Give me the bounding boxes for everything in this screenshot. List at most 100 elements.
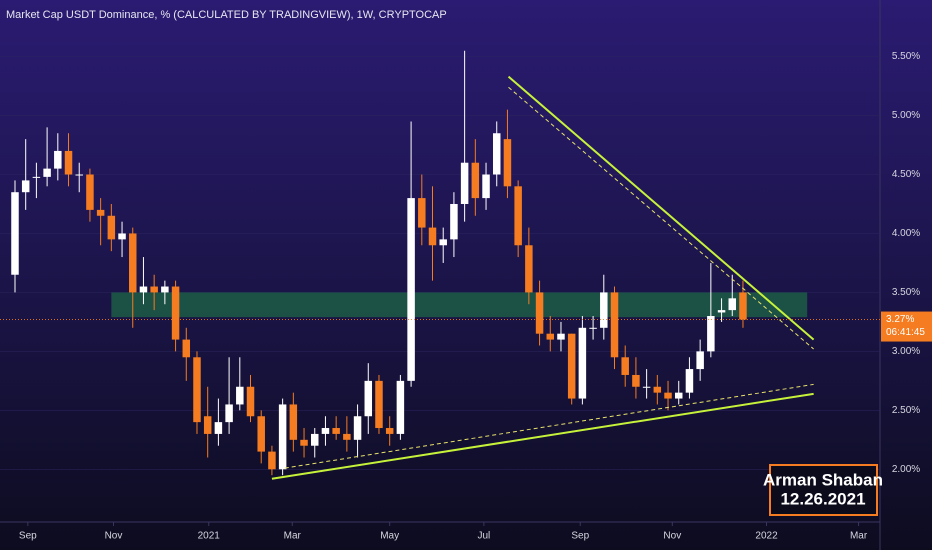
y-tick-label: 4.00% <box>892 228 920 239</box>
x-tick-label: Nov <box>663 531 681 542</box>
x-tick-label: Sep <box>19 531 37 542</box>
candle-body <box>150 286 158 293</box>
candle-body <box>300 439 308 446</box>
countdown: 06:41:45 <box>886 327 925 338</box>
candle-body <box>492 133 501 175</box>
candle-body <box>514 186 522 246</box>
support-zone <box>111 292 808 318</box>
x-tick-label: Mar <box>850 531 868 542</box>
candle-body <box>600 292 608 328</box>
last-price-box <box>881 311 932 342</box>
candle-body <box>289 404 298 440</box>
candle-body <box>353 416 362 440</box>
candle-body <box>257 416 265 452</box>
date: 12.26.2021 <box>780 489 865 508</box>
candle-body <box>503 139 512 187</box>
trendline <box>271 392 814 480</box>
candle-body <box>278 404 287 470</box>
candle-body <box>161 286 169 293</box>
candle-body <box>139 286 148 293</box>
candle-body <box>182 339 191 358</box>
candle-body <box>43 168 51 177</box>
candle-body <box>107 215 116 240</box>
candle-body <box>385 428 394 434</box>
candle-body <box>86 174 94 210</box>
candle-body <box>193 357 201 423</box>
candle-body <box>11 192 19 275</box>
chart-title: Market Cap USDT Dominance, % (CALCULATED… <box>6 9 447 21</box>
y-tick-label: 5.50% <box>892 51 920 62</box>
candle-body <box>407 198 415 381</box>
x-tick-label: Sep <box>571 531 589 542</box>
candle-body <box>418 198 426 228</box>
candle-body <box>707 316 715 352</box>
trendline <box>507 75 815 341</box>
x-tick-label: Jul <box>477 531 490 542</box>
candle-body <box>64 150 73 175</box>
trendline <box>284 383 814 469</box>
x-tick-label: Mar <box>284 531 302 542</box>
candle-body <box>246 386 255 417</box>
candle-body <box>567 333 576 399</box>
candle-body <box>118 233 126 240</box>
candle-body <box>632 374 640 387</box>
plot <box>0 50 880 480</box>
candle-body <box>54 150 62 169</box>
candle-body <box>439 239 447 246</box>
candle-body <box>32 176 41 178</box>
candle-body <box>129 233 137 293</box>
candle-body <box>171 286 180 340</box>
candle-body <box>364 380 373 417</box>
candle-body <box>728 298 737 311</box>
candle-body <box>375 380 383 429</box>
candle-body <box>268 451 276 470</box>
candle-body <box>653 386 662 393</box>
candle-body <box>225 404 233 423</box>
x-tick-label: 2021 <box>198 531 221 542</box>
y-tick-label: 4.50% <box>892 169 920 180</box>
candle-body <box>546 333 555 340</box>
candle-body <box>75 174 83 176</box>
candle-body <box>21 180 30 193</box>
candle-body <box>664 392 672 399</box>
candle-body <box>610 292 619 358</box>
candle-body <box>674 392 683 399</box>
candle-body <box>396 380 405 434</box>
candle-body <box>482 174 490 199</box>
candle-body <box>557 333 565 340</box>
candle-body <box>332 428 340 434</box>
y-tick-label: 3.50% <box>892 287 920 298</box>
x-tick-label: 2022 <box>755 531 778 542</box>
candle-body <box>321 428 330 434</box>
candle-body <box>717 310 726 313</box>
candle-body <box>685 369 694 393</box>
y-tick-label: 2.50% <box>892 405 920 416</box>
candle-body <box>589 327 597 329</box>
candle-body <box>578 327 587 399</box>
x-tick-label: May <box>380 531 399 542</box>
candle-body <box>428 227 437 246</box>
candle-body <box>214 422 223 434</box>
y-tick-label: 2.00% <box>892 464 920 475</box>
candle-body <box>621 357 629 375</box>
candle-body <box>525 245 533 293</box>
candle-body <box>96 209 105 216</box>
author: Arman Shaban <box>763 470 883 489</box>
candle-body <box>203 416 212 434</box>
x-tick-label: Nov <box>105 531 123 542</box>
candle-body <box>343 433 351 440</box>
y-tick-label: 3.00% <box>892 346 920 357</box>
candle-body <box>739 292 747 320</box>
candle-body <box>471 162 480 199</box>
candle-body <box>310 433 319 446</box>
candle-body <box>450 203 458 240</box>
candle-body <box>460 162 469 204</box>
last-price-label: 3.27% <box>886 314 914 325</box>
candle-body <box>535 292 544 334</box>
candle-body <box>236 386 244 405</box>
signature-box <box>769 464 878 516</box>
candle-body <box>642 386 651 388</box>
candle-body <box>696 351 704 370</box>
